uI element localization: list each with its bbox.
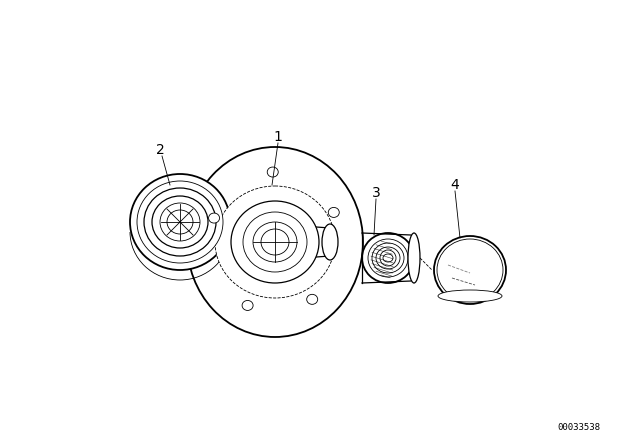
Ellipse shape	[307, 294, 317, 304]
Ellipse shape	[215, 186, 335, 298]
Ellipse shape	[253, 222, 297, 262]
Ellipse shape	[167, 210, 193, 234]
Ellipse shape	[187, 147, 363, 337]
Ellipse shape	[152, 196, 208, 248]
Text: 2: 2	[156, 143, 164, 157]
Ellipse shape	[231, 201, 319, 283]
Ellipse shape	[130, 174, 230, 270]
Text: 4: 4	[451, 178, 460, 192]
Text: 00033538: 00033538	[557, 422, 600, 431]
Text: 3: 3	[372, 186, 380, 200]
Ellipse shape	[144, 188, 216, 256]
Ellipse shape	[261, 229, 289, 255]
Ellipse shape	[243, 212, 307, 272]
Ellipse shape	[328, 207, 339, 217]
Ellipse shape	[408, 233, 420, 283]
Ellipse shape	[209, 213, 220, 223]
Ellipse shape	[322, 224, 338, 260]
Ellipse shape	[434, 236, 506, 304]
Ellipse shape	[137, 181, 223, 263]
Ellipse shape	[438, 290, 502, 302]
Ellipse shape	[437, 239, 503, 301]
Ellipse shape	[160, 203, 200, 241]
Ellipse shape	[242, 301, 253, 310]
Ellipse shape	[268, 167, 278, 177]
Text: 1: 1	[273, 130, 282, 144]
Ellipse shape	[362, 233, 414, 283]
